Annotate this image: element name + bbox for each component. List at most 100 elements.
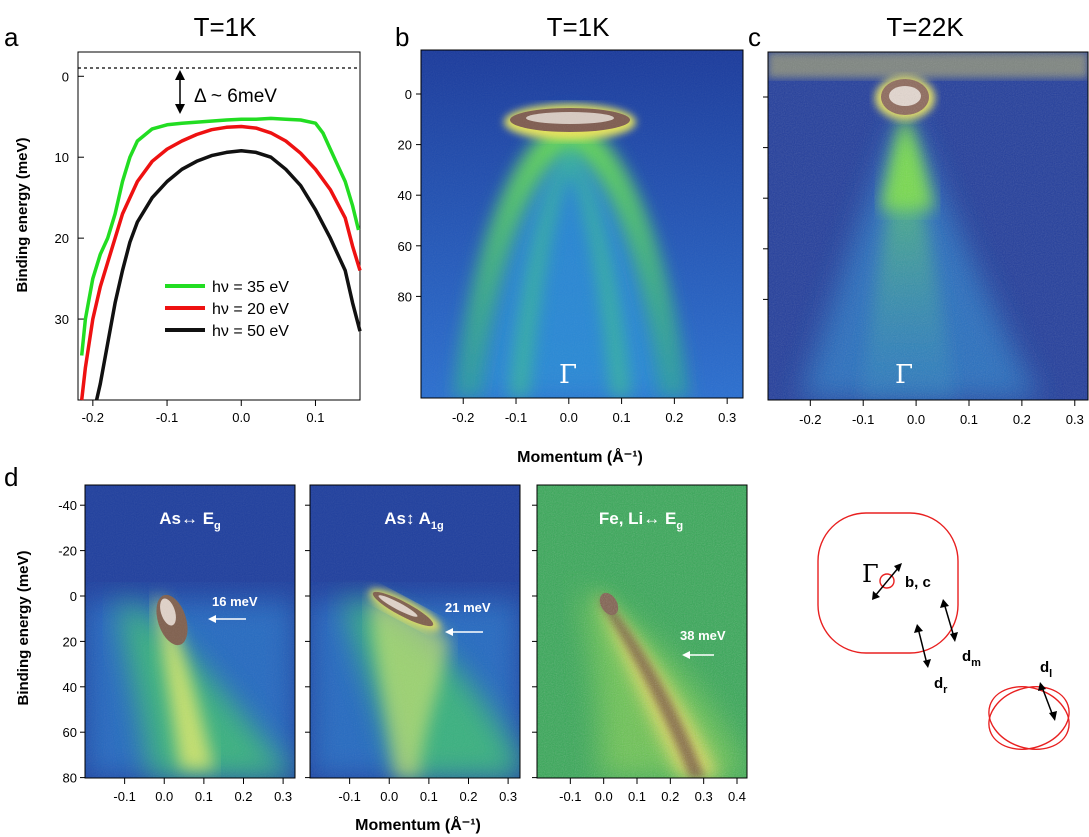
panel-d2-xtick-label: 0.2 <box>459 789 477 804</box>
panel-d1-xtick-label: 0.2 <box>234 789 252 804</box>
panel-letter-a: a <box>4 22 19 52</box>
panel-d-ytick-label: -20 <box>58 544 77 559</box>
panel-b-frame <box>420 49 744 399</box>
panel-d3-frame <box>536 484 748 779</box>
panel-c-temperature: T=22K <box>886 12 964 42</box>
inner-pocket-contour <box>879 573 895 589</box>
panel-c-frame <box>767 51 1089 401</box>
panel-d3-xtick-label: 0.4 <box>728 789 746 804</box>
panel-b-ytick-label: 0 <box>405 87 412 102</box>
legend-label-1: hν = 35 eV <box>212 279 289 296</box>
panel-d-ytick-label: 20 <box>63 634 77 649</box>
panel-d2-xtick-label: 0.1 <box>420 789 438 804</box>
gap-arrow-head-up <box>175 70 185 80</box>
series-line-1 <box>79 116 361 356</box>
energy-arrow-1-head <box>208 615 216 623</box>
panel-d-ytick-label: -40 <box>58 498 77 513</box>
dm-arrow-head-2 <box>950 632 958 642</box>
panel-d3-xtick-label: 0.0 <box>595 789 613 804</box>
dl-label: dl <box>1040 659 1052 680</box>
panel-d2-xtick-label: 0.0 <box>380 789 398 804</box>
panel-a-xtick-label: 0.0 <box>232 410 250 425</box>
bc-arrow <box>874 566 900 597</box>
mode-label-2: As↕ A1g <box>384 509 443 532</box>
gap-arrow-head-down <box>175 104 185 114</box>
series-line-2 <box>79 124 362 401</box>
panel-c-xtick-label: 0.2 <box>1013 412 1031 427</box>
panel-d2-xtick-label: -0.1 <box>338 789 360 804</box>
panel-b-gamma-label: Γ <box>559 360 577 390</box>
panel-b-ytick-label: 80 <box>398 289 412 304</box>
dl-arrow-head-2 <box>1049 711 1057 721</box>
panel-a-xtick-label: -0.1 <box>156 410 178 425</box>
panel-c-xtick-label: -0.2 <box>799 412 821 427</box>
panel-c-gamma-label: Γ <box>895 360 913 390</box>
panel-d-ytick-label: 0 <box>70 589 77 604</box>
panel-c-xtick-label: 0.0 <box>907 412 925 427</box>
bc-arrow-head-1 <box>894 563 902 572</box>
panel-d-xlabel: Momentum (Å⁻¹) <box>355 815 481 834</box>
panel-a-xtick-label: 0.1 <box>306 410 324 425</box>
panel-a-xtick-label: -0.2 <box>82 410 104 425</box>
panel-letter-b: b <box>395 22 409 52</box>
top-xlabel: Momentum (Å⁻¹) <box>517 447 643 466</box>
panel-d3-xtick-label: 0.2 <box>661 789 679 804</box>
panel-d-ytick-label: 80 <box>63 771 77 786</box>
fermi-surface-schematic: Γ b, c dm dr dl <box>817 512 1070 750</box>
panel-b-temperature: T=1K <box>547 12 611 42</box>
panel-d-ytick-label: 60 <box>63 725 77 740</box>
panel-a-ytick-label: 20 <box>55 231 69 246</box>
panel-d1-xtick-label: -0.1 <box>113 789 135 804</box>
panel-b-xtick-label: 0.1 <box>613 410 631 425</box>
panel-b-ytick-label: 40 <box>398 188 412 203</box>
legend-label-3: hν = 50 eV <box>212 323 289 340</box>
panel-d2-frame <box>309 484 521 779</box>
panel-a-frame <box>77 51 361 401</box>
panel-letter-d: d <box>4 462 18 492</box>
legend-label-2: hν = 20 eV <box>212 301 289 318</box>
panel-b-ytick-label: 60 <box>398 239 412 254</box>
hole-pocket-contour <box>817 512 959 654</box>
dr-label: dr <box>934 675 948 696</box>
panel-d3-xtick-label: -0.1 <box>559 789 581 804</box>
dr-arrow <box>917 627 928 665</box>
mode-label-1: As↔ Eg <box>159 509 221 532</box>
dl-arrow-head-1 <box>1038 682 1046 691</box>
gap-annotation: Δ ~ 6meV <box>194 86 277 107</box>
panel-a-ytick-label: 30 <box>55 312 69 327</box>
panel-c-image: Γ -0.2 -0.1 0.0 0.1 0.2 0.3 <box>763 51 1089 427</box>
panel-d-images: As↔ Eg As↕ A1g Fe, Li↔ Eg 16 meV 21 meV … <box>15 484 748 834</box>
legend: hν = 35 eV hν = 20 eV hν = 50 eV <box>165 279 289 340</box>
panel-b-xtick-label: -0.1 <box>505 410 527 425</box>
panel-c-xtick-label: -0.1 <box>852 412 874 427</box>
panel-a-chart: 0 10 20 30 -0.2 -0.1 0.0 0.1 Δ ~ 6meV hν = 35 … <box>14 51 362 425</box>
panel-d-ytick-label: 40 <box>63 680 77 695</box>
panel-d1-xtick-label: 0.1 <box>195 789 213 804</box>
panel-d3-xtick-label: 0.3 <box>695 789 713 804</box>
dm-label: dm <box>962 648 981 669</box>
electron-pocket-2 <box>988 686 1070 750</box>
series-line-3 <box>94 148 362 401</box>
panel-letter-c: c <box>748 22 761 52</box>
dm-arrow <box>943 602 955 638</box>
electron-pocket-1 <box>988 686 1070 750</box>
panel-b-image: Γ 0 20 40 60 80 -0.2 -0.1 0.0 0.1 0.2 0.3 <box>398 49 744 425</box>
bc-arrow-head-2 <box>872 591 880 600</box>
dl-arrow <box>1041 686 1054 717</box>
mode-label-3: Fe, Li↔ Eg <box>599 509 683 532</box>
panel-a-ytick-label: 0 <box>62 69 69 84</box>
panel-d2-xtick-label: 0.3 <box>499 789 517 804</box>
panel-d1-xtick-label: 0.0 <box>155 789 173 804</box>
panel-c-xtick-label: 0.3 <box>1066 412 1084 427</box>
panel-b-xtick-label: -0.2 <box>452 410 474 425</box>
panel-a-temperature: T=1K <box>194 12 258 42</box>
panel-d1-frame <box>84 484 296 779</box>
dr-arrow-head-1 <box>914 624 923 633</box>
energy-label-1: 16 meV <box>212 594 258 609</box>
panel-b-xtick-label: 0.0 <box>560 410 578 425</box>
panel-a-ylabel: Binding energy (meV) <box>14 137 31 292</box>
energy-arrow-2-head <box>445 628 453 636</box>
panel-c-xtick-label: 0.1 <box>960 412 978 427</box>
panel-b-xtick-label: 0.2 <box>665 410 683 425</box>
